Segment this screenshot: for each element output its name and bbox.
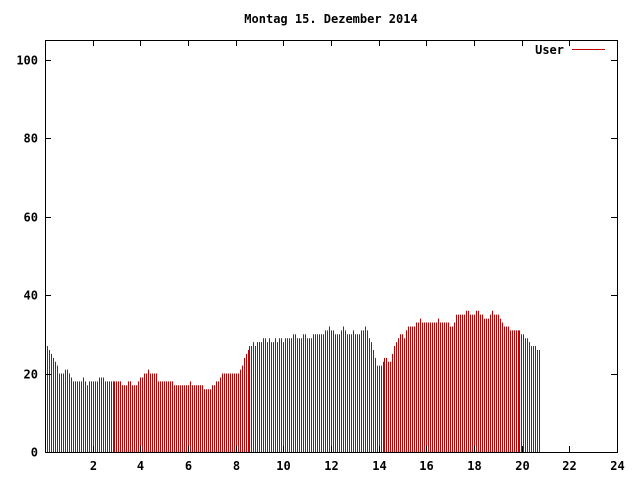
legend-label: User <box>535 43 564 57</box>
x-tick-label: 24 <box>610 459 624 473</box>
x-tick-label: 20 <box>515 459 529 473</box>
legend: User <box>535 43 605 57</box>
x-tick-label: 18 <box>467 459 481 473</box>
y-tick-label: 100 <box>16 54 38 68</box>
bars-layer <box>45 310 540 452</box>
x-tick-label: 10 <box>276 459 290 473</box>
y-tick-label: 80 <box>24 132 38 146</box>
x-tick-label: 22 <box>562 459 576 473</box>
x-tick-label: 14 <box>372 459 386 473</box>
x-tick-label: 8 <box>233 459 240 473</box>
y-tick-label: 20 <box>24 368 38 382</box>
x-tick-label: 12 <box>324 459 338 473</box>
y-tick-label: 60 <box>24 211 38 225</box>
chart-title: Montag 15. Dezember 2014 <box>244 12 417 26</box>
x-tick-label: 16 <box>419 459 433 473</box>
x-tick-label: 2 <box>90 459 97 473</box>
y-tick-label: 40 <box>24 289 38 303</box>
x-tick-label: 6 <box>185 459 192 473</box>
x-tick-label: 4 <box>137 459 144 473</box>
y-tick-label: 0 <box>31 446 38 460</box>
